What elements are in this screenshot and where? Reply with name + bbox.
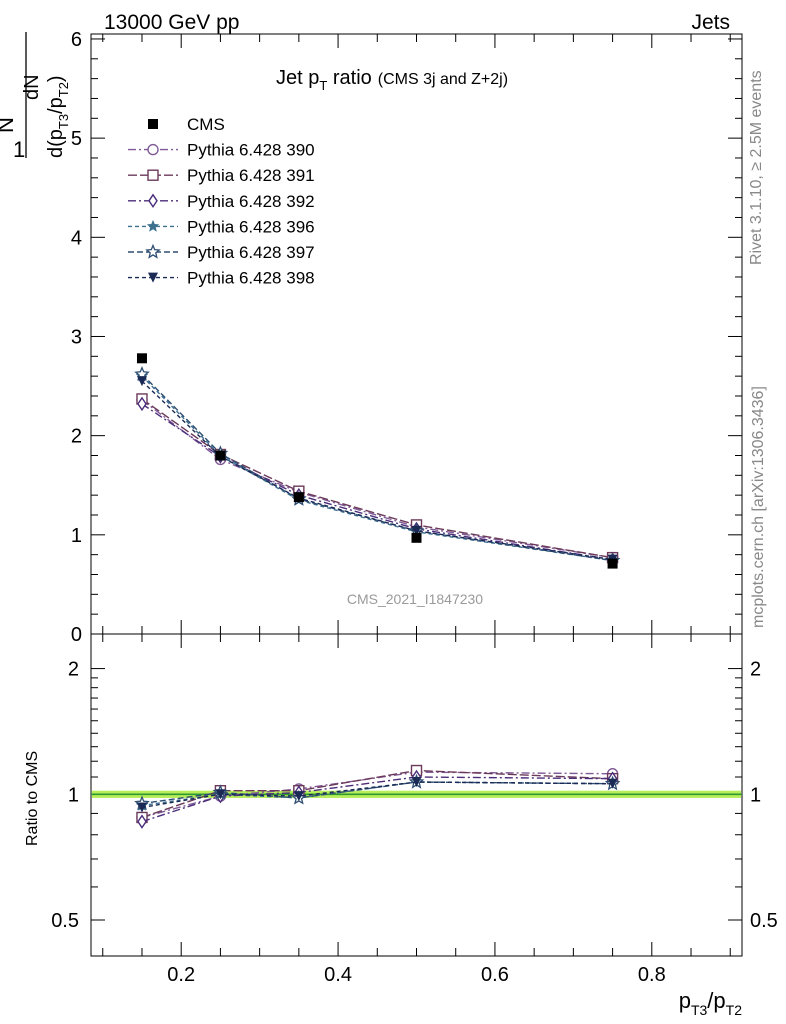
y-label-denom: d(pT3/pT2) [45, 75, 71, 158]
main-y-tick-label: 2 [71, 426, 82, 448]
legend-marker [148, 193, 158, 209]
legend-marker [147, 143, 159, 156]
legend-label: CMS [187, 115, 225, 134]
ratio-y-tick-label: 0.5 [51, 910, 79, 932]
x-tick-label: 0.2 [167, 964, 195, 986]
data-point [137, 396, 147, 412]
series-line [141, 403, 613, 561]
legend-label: Pythia 6.428 397 [187, 243, 315, 262]
x-tick-label: 0.6 [481, 964, 509, 986]
y-label-dn: dN [21, 74, 43, 100]
mcplots-label: mcplots.cern.ch [arXiv:1306.3436] [750, 386, 767, 628]
x-tick-label: 0.8 [638, 964, 666, 986]
data-point [411, 525, 422, 536]
data-point [607, 558, 618, 569]
legend-label: Pythia 6.428 391 [187, 166, 315, 185]
ratio-y-tick-label-right: 0.5 [750, 910, 778, 932]
legend-label: Pythia 6.428 390 [187, 141, 315, 160]
main-title: Jet pT ratio (CMS 3j and Z+2j) [276, 67, 508, 93]
series-line [141, 373, 613, 562]
main-y-label: 1 N dN d(pT3/pT2) [0, 32, 71, 162]
legend-label: Pythia 6.428 396 [187, 217, 315, 236]
main-y-tick-label: 1 [71, 525, 82, 547]
ratio-axes: 0.2 0.4 0.6 0.8 0.5 0.5 1 1 2 2 [51, 634, 778, 986]
legend-marker [146, 219, 160, 232]
ratio-y-tick-label-right: 2 [750, 659, 761, 681]
data-point [136, 376, 147, 387]
legend-marker [148, 119, 158, 129]
main-y-tick-label: 6 [71, 29, 82, 51]
legend-label: Pythia 6.428 392 [187, 192, 315, 211]
legend-marker [145, 243, 161, 259]
main-y-tick-label: 4 [71, 227, 82, 249]
analysis-watermark: CMS_2021_I1847230 [347, 591, 483, 607]
legend-marker [147, 169, 159, 181]
legend: CMS Pythia 6.428 390 Pythia 6.428 391 Pythi… [128, 115, 315, 288]
legend-label: Pythia 6.428 398 [187, 269, 315, 288]
data-point [215, 450, 226, 461]
header-left: 13000 GeV pp [104, 11, 239, 34]
ratio-series-group [134, 764, 621, 829]
data-point [136, 353, 147, 364]
ratio-point [137, 814, 147, 829]
series-line [141, 375, 613, 562]
x-tick-label: 0.4 [324, 964, 352, 986]
main-y-tick-label: 0 [71, 624, 82, 646]
ratio-point [411, 777, 422, 788]
main-y-tick-label: 3 [71, 326, 82, 348]
header-right: Jets [691, 11, 730, 34]
rivet-label: Rivet 3.1.10, ≥ 2.5M events [748, 70, 765, 265]
main-series-group [134, 353, 621, 569]
ratio-y-label: Ratio to CMS [24, 751, 41, 846]
series-line [141, 399, 613, 559]
y-label-n: N [0, 117, 18, 133]
data-point [411, 532, 422, 543]
y-label-one: 1 [13, 137, 25, 162]
ratio-y-tick-label: 1 [68, 784, 79, 806]
ratio-y-tick-label-right: 1 [750, 784, 761, 806]
x-axis-label: pT3/pT2 [679, 988, 743, 1018]
main-y-tick-label: 5 [71, 128, 82, 150]
ratio-y-tick-label: 2 [68, 659, 79, 681]
series-line [141, 380, 613, 561]
ratio-point [607, 778, 618, 789]
legend-marker [148, 272, 158, 283]
main-axes: 0 1 2 3 4 5 6 [71, 29, 742, 646]
ratio-point [136, 802, 147, 813]
ratio-point [215, 789, 226, 800]
data-point [293, 492, 304, 503]
series-line [141, 398, 613, 559]
ratio-point [293, 791, 304, 802]
